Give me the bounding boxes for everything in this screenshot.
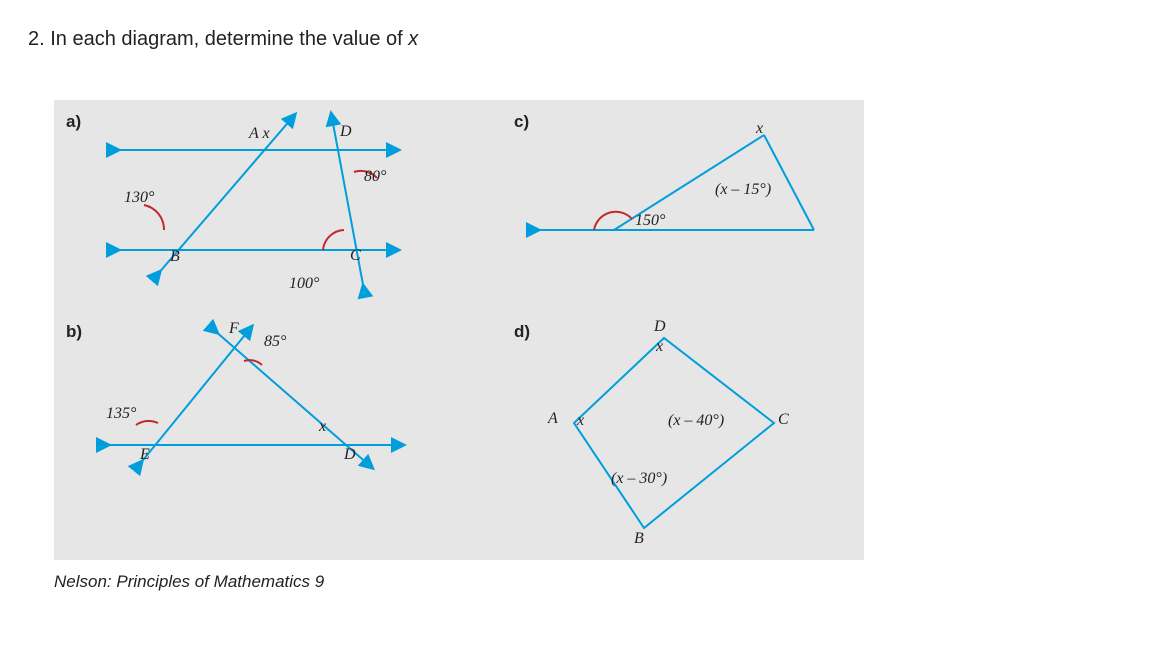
a-C: C [350,247,361,265]
question-number: 2. [28,28,45,50]
diagram-d-svg [524,318,824,548]
d-A-x: x [577,412,584,430]
a-A: A x [249,125,270,143]
b-D: D [344,446,356,464]
b-85: 85° [264,333,286,351]
b-x: x [319,418,326,436]
d-C-angle: (x – 40°) [668,412,724,430]
a-80: 80° [364,168,386,186]
a-D: D [340,123,352,141]
question-variable: x [408,28,418,50]
diagram-panel: a) b) c) d) A x [54,100,864,560]
d-C: C [778,411,789,429]
b-F: F [229,320,239,338]
part-a-label: a) [66,112,81,132]
c-150: 150° [635,212,665,230]
question-text: In each diagram, determine the value of [50,28,402,50]
c-xm15: (x – 15°) [715,181,771,199]
a-B: B [170,248,180,266]
d-D: D [654,318,666,336]
d-B-angle: (x – 30°) [611,470,667,488]
question-line: 2. In each diagram, determine the value … [28,28,418,51]
c-x: x [756,120,763,138]
page: 2. In each diagram, determine the value … [0,0,1152,648]
d-A: A [548,410,558,428]
b-E: E [140,446,150,464]
d-D-x: x [656,338,663,356]
a-130: 130° [124,189,154,207]
source-citation: Nelson: Principles of Mathematics 9 [54,572,324,592]
part-b-label: b) [66,322,82,342]
diagram-c-svg [514,110,844,270]
a-100: 100° [289,275,319,293]
b-135: 135° [106,405,136,423]
d-B: B [634,530,644,548]
